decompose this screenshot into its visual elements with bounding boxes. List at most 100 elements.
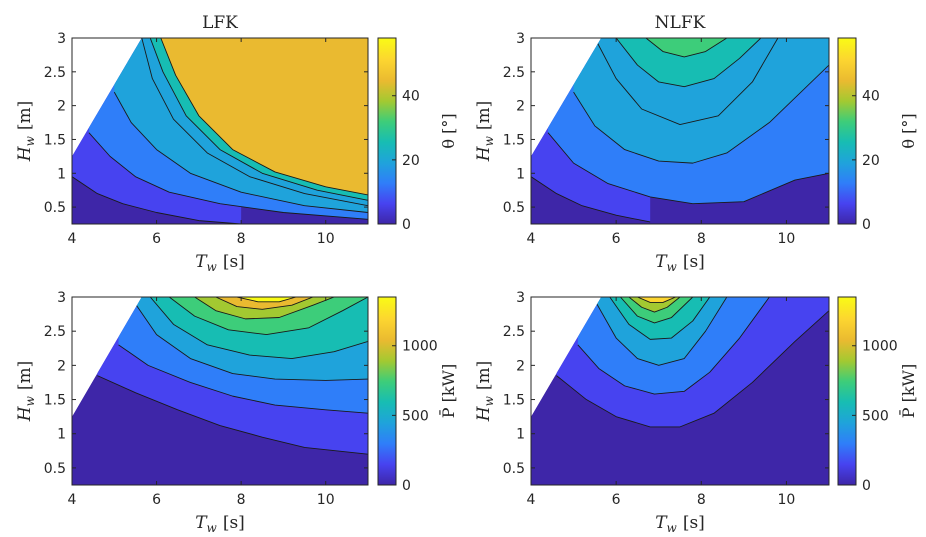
panel-nlfk-theta: 4 6 8 10 0.5 1 1.5 2 2.5 3 NLFK Tw [s] Hw[m] 0 20 40 θ [°… [474,13,918,274]
colorbar-tick-label: 40 [862,89,880,105]
x-tick-label: 10 [317,492,335,508]
colorbar-label: θ [°] [439,113,458,148]
x-tick-label: 8 [697,231,706,247]
contour-line [118,344,368,414]
contour-band [616,38,761,87]
y-tick-label: 3 [516,290,525,306]
x-tick-label: 8 [237,492,246,508]
x-tick-label: 10 [778,231,796,247]
contour-line [594,38,779,126]
colorbar-tick-label: 1000 [402,339,438,355]
contour-line [531,176,651,223]
x-tick-label: 6 [612,231,621,247]
y-tick-label: 3 [57,290,66,306]
contour-line [547,132,829,205]
colorbar-tick-label: 0 [402,217,411,233]
x-tick-label: 10 [317,231,335,247]
colorbar-tick-label: 20 [862,153,880,169]
y-axis-label: Hw[m] [474,361,496,423]
panel-lfk-theta: 4 6 8 10 0.5 1 1.5 2 2.5 3 LFK Tw [s] Hw[m] 0 20 40 θ [°] [15,13,458,274]
contour-line [97,375,368,455]
x-axis-label: Tw [s] [655,513,705,535]
contour-band [594,297,727,366]
y-axis-label: Hw[m] [15,361,37,423]
y-axis-label: Hw[m] [474,101,496,163]
chart-title: LFK [202,13,238,33]
contour-line [160,38,368,196]
colorbar-tick-label: 500 [862,408,889,424]
y-tick-label: 0.5 [44,200,66,216]
colorbar-label: θ [°] [899,113,918,148]
colorbar [377,296,397,486]
panel-nlfk-power: 4 6 8 10 0.5 1 1.5 2 2.5 3 Tw [s] Hw[m] 0 500 1000 P̄ [k… [474,290,918,535]
y-tick-label: 2 [516,358,525,374]
colorbar-tick-label: 1000 [862,339,898,355]
contour-band [169,297,368,335]
colorbar-label: P̄ [kW] [897,364,918,418]
contour-line [594,297,728,366]
contour-line [615,38,762,88]
contour-line [628,297,681,313]
y-tick-label: 2 [516,99,525,115]
y-tick-label: 0.5 [503,461,525,477]
contour-line [573,64,829,164]
contour-line [113,91,368,213]
y-tick-label: 1 [516,166,525,182]
x-tick-label: 8 [697,492,706,508]
contour-line [620,297,694,324]
y-tick-label: 0.5 [503,200,525,216]
contour-line [149,38,368,201]
x-tick-label: 6 [152,231,161,247]
axes-box [530,37,830,225]
colorbar-tick-label: 0 [862,478,871,494]
x-tick-label: 6 [152,492,161,508]
contour-line [135,303,368,381]
contour-band [150,297,368,359]
contour-line [168,297,368,336]
y-tick-label: 1 [57,427,66,443]
y-tick-label: 3 [516,31,525,47]
colorbar-label: P̄ [kW] [437,364,458,418]
colorbar [837,296,857,486]
x-axis-label: Tw [s] [655,252,705,274]
x-axis-label: Tw [s] [195,513,245,535]
colorbar-tick-label: 20 [402,153,420,169]
x-tick-label: 10 [778,492,796,508]
y-tick-label: 2.5 [503,324,525,340]
y-tick-label: 0.5 [44,461,66,477]
contour-line [236,297,297,303]
panel-lfk-power: 4 6 8 10 0.5 1 1.5 2 2.5 3 Tw [s] Hw[m] 0 500 1000 P̄ [k… [15,290,458,535]
contour-line [645,38,728,58]
x-axis-label: Tw [s] [195,252,245,274]
axes-box [530,296,830,486]
colorbar-tick-label: 500 [402,408,429,424]
y-tick-label: 1.5 [503,132,525,148]
contour-line [556,310,829,428]
y-tick-label: 2 [57,99,66,115]
contour-line [577,297,770,395]
contour-line [637,297,676,303]
y-tick-label: 2.5 [44,324,66,340]
contour-line [88,132,368,220]
y-tick-label: 1.5 [503,393,525,409]
contour-band [236,297,297,302]
colorbar-tick-label: 0 [402,478,411,494]
x-tick-label: 8 [237,231,246,247]
x-tick-label: 6 [612,492,621,508]
contour-line [215,297,314,310]
contour-band [160,38,368,195]
chart-title: NLFK [655,13,706,33]
contour-line [194,297,335,320]
colorbar [377,37,397,225]
y-tick-label: 2 [57,358,66,374]
y-tick-label: 2.5 [44,65,66,81]
y-axis-label: Hw[m] [15,101,37,163]
contour-line [141,38,368,207]
x-tick-label: 4 [527,492,536,508]
axes-box [71,296,369,486]
colorbar-tick-label: 40 [402,89,420,105]
y-tick-label: 1.5 [44,393,66,409]
colorbar-tick-label: 0 [862,217,871,233]
x-tick-label: 4 [68,492,77,508]
